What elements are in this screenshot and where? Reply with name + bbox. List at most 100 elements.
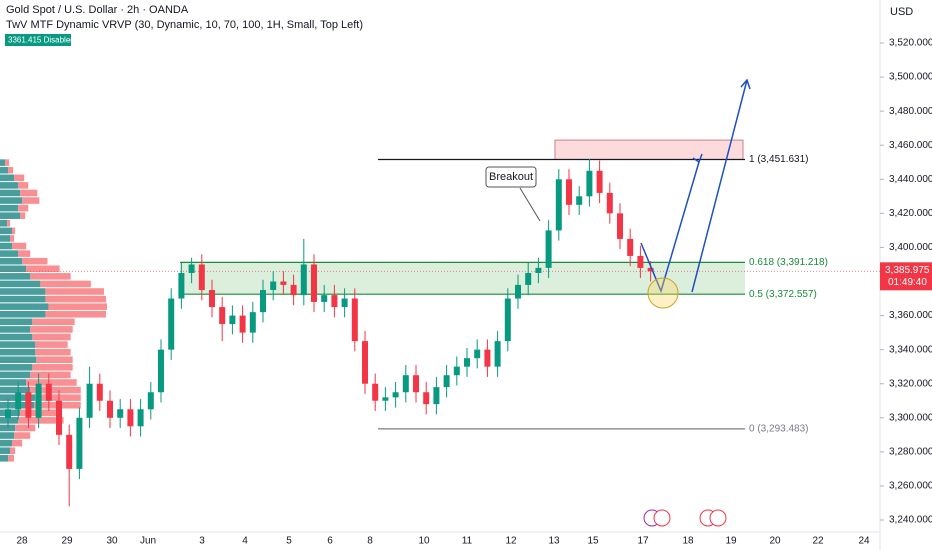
candle-body [260,290,266,313]
candle-body [504,298,511,342]
candle-body [413,375,419,393]
profile-down [22,257,48,265]
candle-body [239,315,246,333]
x-tick-label: 13 [548,536,560,547]
profile-down [18,204,29,212]
profile-down [7,219,11,227]
projection-arrow [691,79,748,293]
fib-label: 1 (3,451.631) [749,154,809,165]
y-tick-label: 3,300.000 [889,412,932,423]
profile-down [30,326,73,333]
candle-body [382,397,389,401]
profile-down [45,288,104,295]
indicator-badge: 3361.415 Disabled [8,36,75,45]
profile-down [22,197,40,204]
candle-body [596,170,603,193]
profile-up [0,386,31,394]
y-tick-label: 3,360.000 [889,310,932,321]
x-tick-label: 17 [637,536,649,547]
profile-up [0,280,41,288]
profile-up [0,166,9,174]
candle-body [362,341,368,384]
profile-down [36,356,73,364]
candle-body [321,295,328,302]
candle-body [127,409,134,427]
candle-body [423,392,430,405]
candle-body [586,170,593,197]
candle-body [474,349,481,359]
candle-body [637,255,644,268]
profile-down [32,364,73,371]
profile-up [0,318,33,326]
candle-body [117,409,124,418]
badge [5,34,71,46]
x-tick-label: 4 [242,536,248,547]
annotation-box [485,166,537,188]
x-tick-label: 22 [812,536,824,547]
candle-body [270,281,277,291]
candle-body [525,272,532,285]
candle-body [188,264,195,273]
candle-body [45,383,52,401]
candle-body [229,315,236,325]
profile-up [0,295,46,303]
profile-down [48,303,107,310]
y-tick-label: 3,400.000 [889,242,932,253]
projection-arrow [640,161,700,294]
profile-down [18,182,29,189]
profile-up [0,189,21,197]
candle-body [219,307,226,325]
countdown: 01:49:40 [888,277,927,288]
candle-body [464,358,470,367]
profile-down [14,432,31,439]
profile-up [0,310,46,318]
annotation: Breakout [489,171,533,183]
profile-up [0,454,9,462]
profile-down [12,242,27,250]
profile-up [0,212,21,219]
candle-body [209,290,215,308]
profile-down [20,212,26,219]
candle-body [392,392,399,398]
profile-down [18,250,31,257]
x-tick-label: Jun [140,536,156,547]
candle-body [290,284,297,296]
candle-body [494,341,501,367]
profile-down [8,166,14,174]
x-tick-label: 15 [587,536,599,547]
profile-up [0,379,27,386]
candle-body [107,400,113,418]
x-tick-label: 3 [199,536,205,547]
profile-up [0,227,13,235]
candles [5,158,654,507]
profile-down [8,454,15,462]
candle-body [158,349,164,393]
profile-up [0,364,33,371]
profile-down [14,174,25,182]
arrow-head [740,78,751,90]
volume-profile [0,159,107,462]
candle-body [535,267,542,273]
profile-up [0,265,27,273]
candle-body [86,383,93,418]
y-tick-label: 3,420.000 [889,208,932,219]
profile-up [0,341,36,348]
x-tick-label: 20 [769,536,781,547]
profile-up [0,371,31,379]
profile-down [10,235,15,242]
profile-up [0,273,31,280]
event-icon [709,509,727,527]
profile-down [32,333,71,341]
y-tick-label: 3,480.000 [889,106,932,117]
profile-down [35,348,71,356]
candle-body [5,409,11,418]
event-icon [653,509,671,527]
candle-body [484,349,491,367]
candle-body [555,179,562,231]
indicator: TwV MTF Dynamic VRVP (30, Dynamic, 10, 7… [6,19,363,31]
profile-up [0,432,15,439]
profile-down [30,273,71,280]
fib-label: 0.618 (3,391.218) [749,257,828,268]
y-tick-label: 3,340.000 [889,344,932,355]
x-tick-label: 24 [858,536,870,547]
